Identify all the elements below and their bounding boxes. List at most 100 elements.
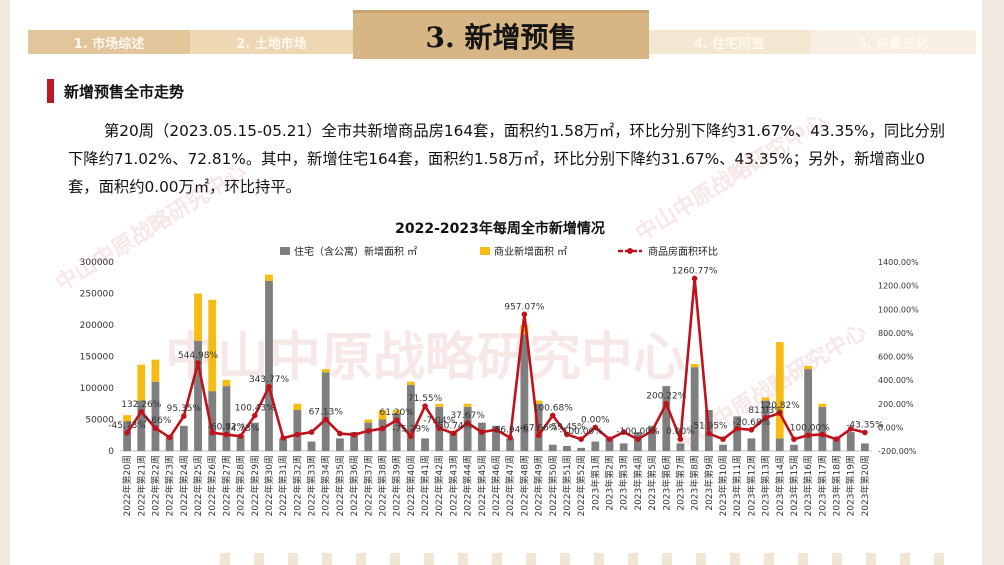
legend-marker-ratio <box>627 248 633 254</box>
x-tick-label: 2022年第34周 <box>320 455 332 516</box>
x-tick-label: 2022年第26周 <box>206 455 218 516</box>
x-tick-label: 2022年第48周 <box>518 455 530 516</box>
ratio-data-label: -7.04% <box>423 416 455 426</box>
ratio-data-label: 120.82% <box>760 401 800 411</box>
ratio-point <box>138 408 145 415</box>
x-tick-label: 2022年第27周 <box>220 455 232 516</box>
ratio-point <box>181 413 187 419</box>
bar-residential <box>690 367 699 451</box>
bar-residential <box>662 386 671 451</box>
x-tick-label: 2022年第44周 <box>462 455 474 516</box>
ratio-point <box>351 431 357 438</box>
bar-residential <box>676 443 685 451</box>
footer-decoration <box>220 553 960 565</box>
bar-residential <box>577 447 586 451</box>
tab-market-overview[interactable]: 1. 市场综述 <box>28 30 190 54</box>
ratio-point <box>549 412 556 419</box>
y-left-tick-label: 150000 <box>80 353 115 363</box>
bar-commercial <box>151 359 160 382</box>
ratio-data-label: 71.55% <box>408 394 443 404</box>
ratio-data-label: -100.00% <box>559 427 603 437</box>
bar-commercial <box>137 364 146 401</box>
ratio-point <box>592 424 599 431</box>
x-tick-label: 2023年第19周 <box>845 455 857 516</box>
x-tick-label: 2022年第31周 <box>277 455 289 516</box>
ratio-point <box>479 429 485 435</box>
chart-legend: 住宅（含公寓）新增面积 ㎡ 商业新增面积 ㎡ 商品房面积环比 <box>280 245 718 258</box>
ratio-data-label: -43.35% <box>846 420 884 430</box>
x-tick-label: 2022年第32周 <box>291 455 303 516</box>
x-tick-label: 2022年第42周 <box>433 455 445 516</box>
ratio-data-label: -74.73% <box>222 424 260 434</box>
legend-swatch-commercial <box>480 247 490 255</box>
bar-commercial <box>293 403 302 411</box>
ratio-point <box>776 410 783 416</box>
bar-residential <box>279 438 288 451</box>
y-right-tick-label: 1200.00% <box>878 282 919 291</box>
bar-commercial <box>222 379 231 387</box>
bar-residential <box>648 425 656 451</box>
section-nav: 1. 市场综述 2. 土地市场 4. 住宅网签 5. 存量去化 <box>28 30 976 54</box>
bar-commercial <box>463 403 472 407</box>
x-tick-label: 2022年第22周 <box>149 455 161 516</box>
legend-label-residential: 住宅（含公寓）新增面积 ㎡ <box>294 245 417 258</box>
bar-commercial <box>520 325 529 335</box>
tab-residential-signing[interactable]: 4. 住宅网签 <box>648 30 810 54</box>
ratio-point <box>393 417 400 423</box>
ratio-data-label: -7.66% <box>140 416 172 426</box>
bar-residential <box>719 444 727 451</box>
ratio-data-label: 81.03% <box>748 406 783 416</box>
tab-new-presale-active[interactable]: 3. 新增预售 <box>353 10 649 59</box>
x-tick-label: 2022年第49周 <box>533 455 545 516</box>
bar-residential <box>236 435 245 451</box>
x-tick-label: 2022年第51周 <box>561 455 573 516</box>
ratio-data-label: 61.20% <box>380 408 415 418</box>
chart-title: 2022-2023年每周全市新增情况 <box>395 220 605 237</box>
bar-residential <box>520 334 529 451</box>
ratio-point <box>294 431 301 438</box>
x-tick-label: 2023年第8周 <box>689 455 701 511</box>
x-tick-label: 2023年第12周 <box>745 455 757 516</box>
ratio-point <box>734 425 741 432</box>
bar-residential <box>208 391 217 451</box>
x-tick-label: 2022年第39周 <box>391 455 403 516</box>
ratio-data-label: -100.00% <box>787 423 831 433</box>
bar-commercial <box>392 410 401 414</box>
ratio-point <box>663 400 670 407</box>
bar-commercial <box>761 397 770 401</box>
y-right-tick-label: 1000.00% <box>878 305 919 314</box>
ratio-point <box>535 432 542 439</box>
x-tick-label: 2022年第45周 <box>476 455 488 516</box>
bar-residential <box>165 435 174 451</box>
right-frame-strip <box>982 0 1004 565</box>
tab-inventory[interactable]: 5. 存量去化 <box>810 30 976 54</box>
ratio-point <box>819 431 826 438</box>
legend-swatch-residential <box>280 247 290 255</box>
x-tick-label: 2022年第35周 <box>334 455 346 516</box>
section-title: 新增预售全市走势 <box>64 83 185 101</box>
bar-residential <box>832 438 841 451</box>
ratio-data-label: -75.29% <box>392 424 430 434</box>
x-tick-label: 2022年第28周 <box>235 455 247 516</box>
ratio-point <box>833 436 840 442</box>
tab-land-market[interactable]: 2. 土地市场 <box>190 30 353 54</box>
ratio-data-label: -20.68% <box>733 418 771 428</box>
bar-residential <box>804 369 813 451</box>
bar-commercial <box>818 403 827 407</box>
y-right-tick-label: -200.00% <box>878 447 917 456</box>
y-left-tick-label: 50000 <box>85 416 114 426</box>
ratio-point <box>337 430 343 437</box>
ratio-point <box>677 436 684 442</box>
x-tick-label: 2022年第52周 <box>575 455 587 516</box>
x-tick-label: 2022年第24周 <box>178 455 190 516</box>
bar-residential <box>790 444 798 451</box>
x-tick-label: 2023年第6周 <box>660 455 672 511</box>
x-tick-label: 2022年第41周 <box>419 455 431 516</box>
ratio-point <box>720 436 726 442</box>
bar-commercial <box>364 419 373 423</box>
ratio-point <box>266 383 272 390</box>
bar-residential <box>293 410 302 451</box>
legend-label-commercial: 商业新增面积 ㎡ <box>494 245 567 258</box>
x-tick-label: 2022年第20周 <box>121 455 133 516</box>
